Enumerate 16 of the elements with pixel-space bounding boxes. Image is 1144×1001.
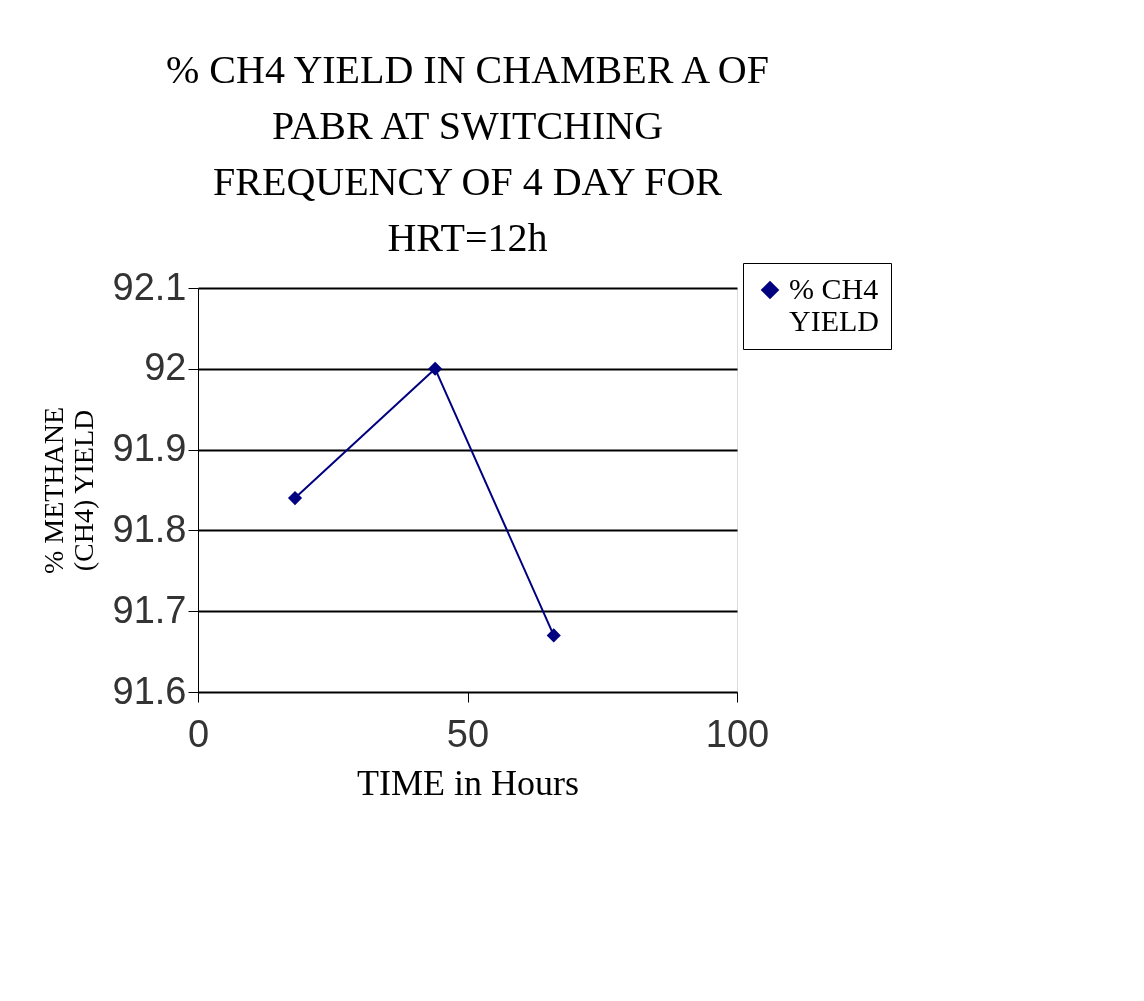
y-tick-label: 92.1 [112, 265, 187, 308]
point [287, 491, 303, 506]
chart-title: % CH4 YIELD IN CHAMBER A OF PABR AT SWITCHING FREQUENCY OF 4 DAY FOR HRT=12h [166, 46, 769, 260]
y-tick-label: 91.9 [112, 427, 187, 470]
y-tick-label: 91.8 [112, 507, 187, 550]
point [546, 628, 561, 643]
x-tick-label: 0 [187, 712, 210, 755]
y-tick-label: 91.6 [112, 669, 187, 712]
x-axis-title: TIME in Hours [357, 762, 579, 803]
x-tick-label: 100 [705, 712, 770, 755]
y-tick-label: 92 [144, 346, 187, 389]
point [428, 361, 443, 376]
legend-label: % CH4 YIELD [789, 272, 879, 337]
x-tick-label: 50 [446, 712, 490, 755]
y-axis-title: % METHANE (CH4) YIELD [37, 406, 99, 575]
y-tick-label: 91.7 [112, 588, 187, 631]
